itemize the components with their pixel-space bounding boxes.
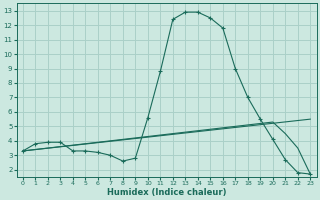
X-axis label: Humidex (Indice chaleur): Humidex (Indice chaleur) (107, 188, 226, 197)
